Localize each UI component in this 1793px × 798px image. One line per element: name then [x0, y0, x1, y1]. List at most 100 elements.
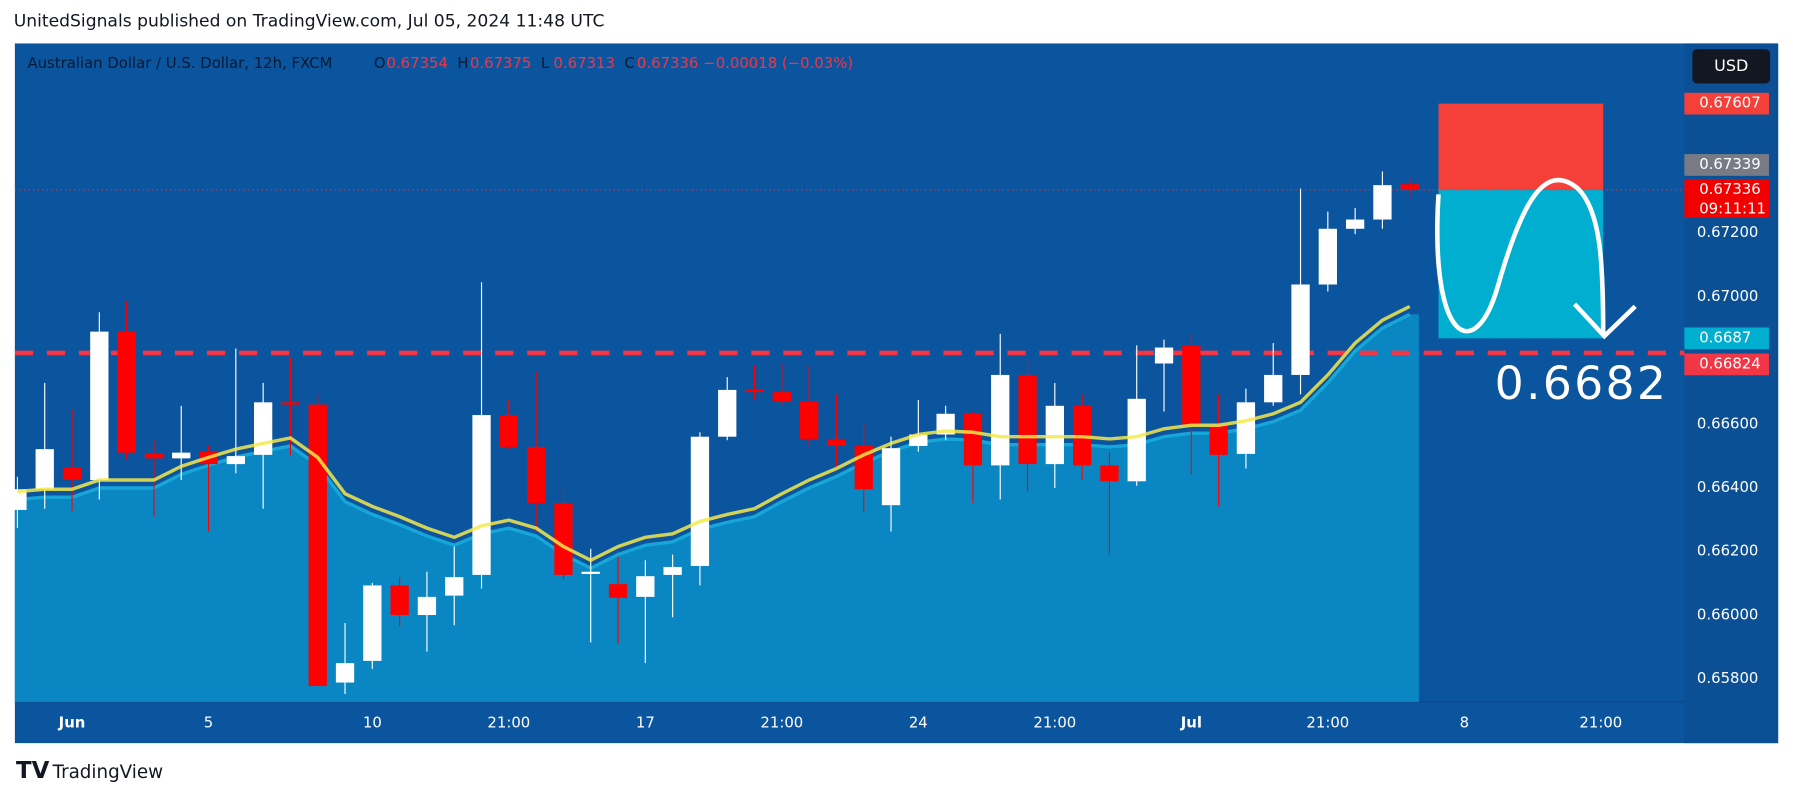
candle-body	[1400, 184, 1419, 190]
ohlc-value: 0.67313	[553, 54, 614, 72]
candle-body	[62, 467, 82, 481]
y-tick-label: 0.67000	[1697, 287, 1758, 305]
candle-body	[1018, 374, 1037, 465]
price-label: 0.67607	[1699, 94, 1760, 112]
x-tick-label: 21:00	[760, 714, 803, 732]
ohlc-legend: O 0.67354 H 0.67375 L 0.67313 C 0.67336 −0.00018…	[374, 54, 853, 72]
candle-body	[881, 448, 901, 506]
candle-body	[827, 438, 846, 446]
x-tick-label: 8	[1460, 714, 1469, 732]
price-label: 0.66824	[1699, 354, 1760, 372]
area-edge	[17, 312, 1411, 571]
candle-body	[636, 576, 655, 597]
candle-body	[144, 453, 164, 459]
candle-body	[445, 577, 464, 596]
candle-body	[226, 456, 245, 465]
candle-body	[1318, 228, 1337, 285]
x-tick-label: 10	[363, 714, 382, 732]
candle-body	[172, 452, 191, 459]
x-tick-label: 21:00	[1579, 714, 1622, 732]
candle-body	[363, 585, 382, 661]
candle-body	[799, 401, 819, 439]
x-tick-label: 5	[204, 714, 213, 732]
target-zone	[1438, 189, 1604, 339]
candle-body	[690, 436, 710, 566]
candle-body	[608, 584, 628, 598]
candle-body	[772, 392, 791, 402]
ohlc-key: C	[624, 54, 634, 72]
ohlc-value: 0.67336	[637, 54, 698, 72]
moving-average	[17, 304, 1411, 563]
price-label-bg	[1684, 353, 1769, 376]
y-tick-label: 0.66600	[1697, 414, 1758, 432]
candle-body	[1182, 345, 1201, 426]
ohlc-value: 0.67354	[387, 54, 448, 72]
x-tick-label: 21:00	[1033, 714, 1076, 732]
x-tick-label: 24	[909, 714, 928, 732]
y-tick-label: 0.66200	[1697, 542, 1758, 560]
candle-body	[936, 413, 955, 435]
x-tick-label: 21:00	[487, 714, 530, 732]
candle-body	[1345, 219, 1365, 229]
ohlc-key: H	[457, 54, 468, 72]
candle-body	[991, 374, 1010, 466]
price-label-bg	[1684, 154, 1769, 176]
candle-body	[417, 596, 437, 616]
price-label-bg	[1684, 327, 1769, 350]
currency-button[interactable]	[1692, 49, 1771, 84]
candle-body	[308, 404, 327, 687]
annotation: 0.6682	[1495, 357, 1669, 410]
x-tick-label: Jun	[58, 714, 86, 732]
candle-body	[117, 331, 136, 453]
change: −0.00018 (−0.03%)	[703, 54, 853, 72]
candle-body	[1209, 425, 1228, 455]
candle-body	[1373, 185, 1392, 220]
price-label: 0.6687	[1699, 328, 1751, 346]
candle-body	[1154, 347, 1174, 364]
candle-body	[581, 571, 600, 574]
candle-body	[8, 489, 27, 510]
price-label-bg	[1684, 92, 1769, 115]
ohlc-key: O	[374, 54, 386, 72]
price-axis	[1684, 43, 1779, 744]
candle-body	[718, 389, 737, 437]
symbol: Australian Dollar / U.S. Dollar, 12h, FX…	[27, 54, 332, 72]
candle-body	[745, 389, 764, 393]
countdown: 09:11:11	[1699, 199, 1766, 217]
candle-body	[554, 502, 573, 575]
candle-body	[1236, 402, 1256, 454]
price-label: 0.67339	[1699, 155, 1760, 173]
y-tick-label: 0.65800	[1697, 669, 1758, 687]
price-label: 0.67336	[1699, 180, 1760, 198]
candle-body	[253, 402, 273, 455]
candle-body	[281, 402, 300, 405]
candle-body	[35, 449, 54, 490]
x-tick-label: 17	[636, 714, 655, 732]
candle-body	[499, 415, 518, 447]
candle-body	[963, 413, 983, 466]
logo-mark: TV	[16, 758, 50, 784]
ohlc-key: L	[541, 54, 550, 72]
y-tick-label: 0.66400	[1697, 478, 1758, 496]
candle-body	[335, 663, 355, 683]
candle-body	[390, 585, 409, 616]
candle-body	[909, 434, 928, 446]
candle-body	[1127, 398, 1146, 482]
candle-body	[1264, 374, 1283, 403]
header: UnitedSignals published on TradingView.c…	[14, 12, 605, 32]
candle-body	[90, 331, 109, 481]
candle-body	[526, 446, 546, 503]
drawn-arrow	[1435, 177, 1606, 334]
candle-body	[663, 566, 682, 575]
candle-body	[1045, 405, 1064, 465]
footer: TradingView	[52, 762, 164, 783]
y-tick-label: 0.66000	[1697, 605, 1758, 623]
x-tick-label: 21:00	[1306, 714, 1349, 732]
candle-body	[472, 415, 491, 575]
currency-label: USD	[1714, 56, 1748, 75]
arrow-head	[1572, 302, 1637, 340]
stop-zone	[1438, 103, 1604, 190]
candle-body	[1100, 465, 1119, 482]
ohlc-value: 0.67375	[470, 54, 531, 72]
